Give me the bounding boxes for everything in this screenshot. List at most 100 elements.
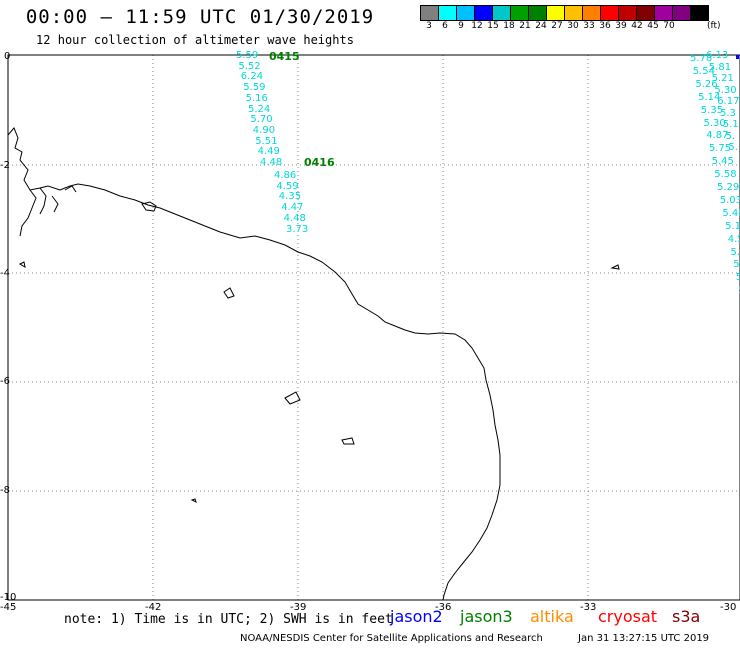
sat-cryosat: cryosat	[598, 607, 658, 626]
color-scale-labels: 3 6 9 12 15 18 21 24 27 30 33 36 39 42 45 70	[421, 21, 677, 31]
lat-label: -2	[0, 160, 10, 171]
swh-value: 5.03	[719, 194, 740, 206]
marajo-island	[141, 201, 157, 212]
scale-label: 9	[458, 21, 464, 31]
scale-swatch	[456, 5, 475, 21]
swh-value: 4.87	[706, 130, 729, 142]
swh-value: 4.47	[281, 202, 304, 214]
scale-label: 18	[503, 21, 515, 31]
scale-swatch	[618, 5, 637, 21]
color-scale	[420, 5, 709, 21]
swh-value: 5.45	[711, 156, 734, 168]
swh-value: 5.26	[695, 78, 718, 90]
page-title: 00:00 — 11:59 UTC 01/30/2019	[25, 6, 375, 28]
swh-value: 4.48	[283, 212, 306, 224]
scale-swatch	[420, 5, 439, 21]
scale-swatch	[546, 5, 565, 21]
swh-value: 5.48	[722, 207, 740, 219]
swh-value: 5.35	[700, 104, 724, 116]
swh-value: 5.70	[250, 114, 273, 126]
scale-swatch	[528, 5, 547, 21]
island-c	[341, 437, 355, 445]
swh-value: 4.48	[260, 157, 283, 168]
scale-swatch	[690, 5, 709, 21]
lon-label: -36	[435, 602, 452, 613]
swh-value: 5.75	[708, 143, 732, 155]
scale-label: 42	[631, 21, 643, 31]
sat-s3a: s3a	[672, 607, 701, 626]
swh-value: 5.58	[714, 169, 737, 181]
scale-swatch	[654, 5, 673, 21]
brazil-coastline	[7, 127, 501, 601]
scale-swatch	[582, 5, 601, 21]
coastline-inlet	[19, 185, 77, 237]
swh-value: 5.	[728, 142, 738, 153]
scale-label: 21	[519, 21, 531, 31]
swh-value: 5	[739, 285, 740, 296]
swh-value: 5.1	[722, 119, 739, 130]
lat-label: -8	[0, 485, 10, 496]
scale-label: 6	[442, 21, 448, 31]
graticule	[8, 55, 740, 600]
swh-value: 4.35	[278, 191, 302, 203]
swh-value: 5.51	[255, 135, 278, 147]
swh-value: 5.24	[248, 103, 271, 115]
island-a	[223, 287, 235, 299]
swh-value: 5.52	[238, 60, 261, 72]
scale-swatch	[474, 5, 493, 21]
pass-time-label: 0415	[269, 50, 300, 63]
swh-value: 5.	[735, 272, 740, 284]
swh-value: 3.73	[286, 223, 309, 235]
lon-label: -39	[290, 602, 307, 613]
swh-value: 6.13	[706, 50, 729, 61]
scale-label: 24	[535, 21, 547, 31]
scale-label: 33	[583, 21, 595, 31]
swh-value: 6.17	[717, 96, 740, 107]
lon-label: -30	[720, 602, 737, 613]
lat-label: -6	[0, 376, 10, 387]
scale-swatch	[600, 5, 619, 21]
page-subtitle: 12 hour collection of altimeter wave hei…	[36, 33, 354, 47]
island-e	[18, 261, 26, 269]
lon-label: -33	[580, 602, 597, 613]
scale-label: 30	[567, 21, 579, 31]
swh-value: 4.86	[274, 170, 297, 181]
swh-value: 5.16	[245, 92, 268, 104]
swh-value: 5.59	[243, 82, 266, 94]
scale-label: 27	[551, 21, 563, 31]
swh-value: 5.54	[692, 65, 715, 77]
scale-label: 3	[426, 21, 432, 31]
lat-label: -10	[0, 592, 17, 603]
footer-note: note: 1) Time is in UTC; 2) SWH is in fe…	[64, 612, 393, 627]
island-d	[610, 264, 620, 270]
lon-label: -42	[145, 602, 162, 613]
lat-label: -4	[0, 268, 10, 279]
swh-value: 5.30	[714, 84, 737, 96]
swh-value: 5.29	[717, 182, 740, 193]
scale-swatch	[510, 5, 529, 21]
scale-swatch	[672, 5, 691, 21]
scale-swatch	[636, 5, 655, 21]
scale-label: 45	[647, 21, 659, 31]
lon-label: -45	[0, 602, 17, 613]
scale-label: 39	[615, 21, 627, 31]
swh-value: 5.	[733, 259, 740, 271]
swh-value: 4.90	[252, 124, 276, 136]
swh-value: 4.59	[276, 180, 299, 192]
swh-value: 4.49	[257, 146, 280, 158]
scale-label: 12	[471, 21, 483, 31]
swh-value: 5.59	[236, 50, 259, 61]
scale-label: 36	[599, 21, 611, 31]
lat-label: 0	[4, 51, 11, 62]
swh-value: 6.24	[240, 71, 264, 83]
swh-value: 5.14	[698, 91, 721, 103]
swh-value: 5.78	[690, 53, 713, 64]
scale-label: 15	[487, 21, 499, 31]
map-frame	[7, 54, 740, 601]
swh-value: 5.18	[725, 220, 740, 232]
swh-value: 5.3	[720, 107, 736, 119]
track-marker	[736, 55, 739, 59]
pass-time-label: 0416	[304, 156, 335, 169]
scale-swatch	[492, 5, 511, 21]
